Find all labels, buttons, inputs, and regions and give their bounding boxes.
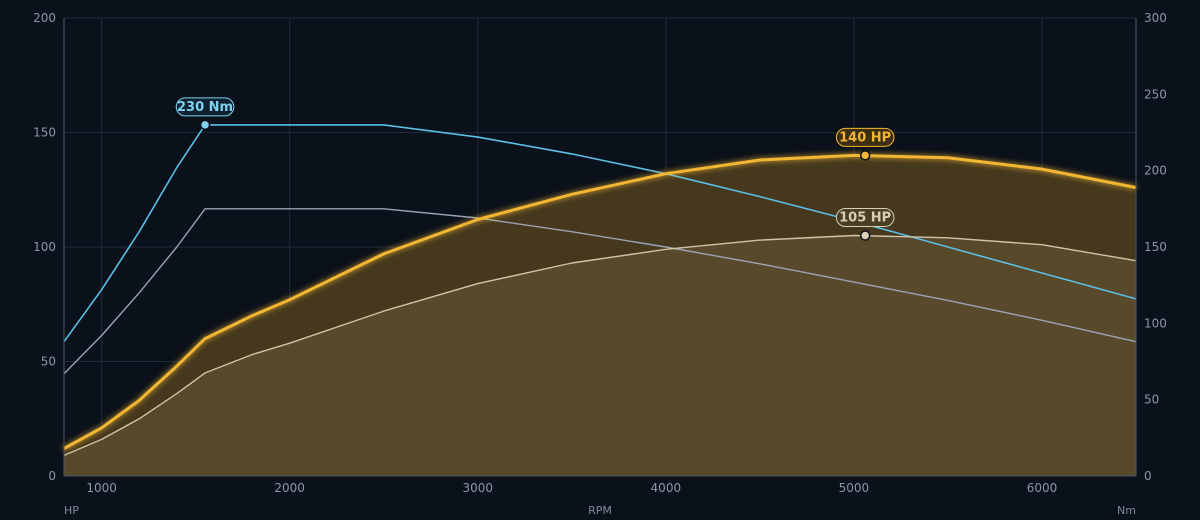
y-right-axis-title: Nm <box>1117 504 1136 517</box>
y-right-tick-label-6: 300 <box>1144 11 1167 25</box>
callout-0: 140 HP <box>835 127 895 161</box>
x-tick-label-4: 5000 <box>839 481 870 495</box>
y-left-tick-label-3: 150 <box>33 126 56 140</box>
y-left-tick-label-1: 50 <box>41 355 56 369</box>
x-tick-label-0: 1000 <box>86 481 117 495</box>
callout-1: 105 HP <box>835 208 895 241</box>
y-left-tick-label-0: 0 <box>48 469 56 483</box>
callout-2: 230 Nm <box>175 97 235 131</box>
series-0-line <box>63 153 1137 450</box>
callout-1-label: 105 HP <box>839 211 891 226</box>
area-fills <box>64 155 1136 476</box>
callout-2-label: 230 Nm <box>177 100 233 115</box>
x-axis-title: RPM <box>588 504 612 517</box>
y-right-tick-label-2: 100 <box>1144 316 1167 330</box>
callout-0-label: 140 HP <box>839 130 891 145</box>
callout-0-marker <box>859 150 871 161</box>
y-left-axis-title: HP <box>64 504 79 517</box>
callout-1-badge <box>835 208 895 228</box>
axes <box>63 18 1137 477</box>
callouts: 140 HP 105 HP 230 Nm <box>175 97 895 241</box>
tick-labels: 1000 2000 3000 4000 5000 60000501001502000501… <box>33 11 1167 495</box>
y-right-tick-label-4: 200 <box>1144 164 1167 178</box>
series-2-line <box>63 124 1137 343</box>
callout-2-marker <box>199 119 211 131</box>
x-tick-label-3: 4000 <box>651 481 682 495</box>
y-right-tick-label-0: 0 <box>1144 469 1152 483</box>
series-1-area <box>64 235 1136 476</box>
x-tick-label-5: 6000 <box>1027 481 1058 495</box>
y-right-tick-label-1: 50 <box>1144 393 1159 407</box>
series-1-line <box>63 234 1137 457</box>
series-lines <box>63 124 1137 457</box>
callout-1-marker <box>859 230 871 241</box>
y-left-tick-label-2: 100 <box>33 240 56 254</box>
callout-2-badge <box>175 97 235 117</box>
y-left-tick-label-4: 200 <box>33 11 56 25</box>
x-tick-label-1: 2000 <box>274 481 305 495</box>
x-tick-label-2: 3000 <box>462 481 493 495</box>
callout-0-badge <box>835 127 895 147</box>
y-right-tick-label-5: 250 <box>1144 87 1167 101</box>
y-right-tick-label-3: 150 <box>1144 240 1167 254</box>
